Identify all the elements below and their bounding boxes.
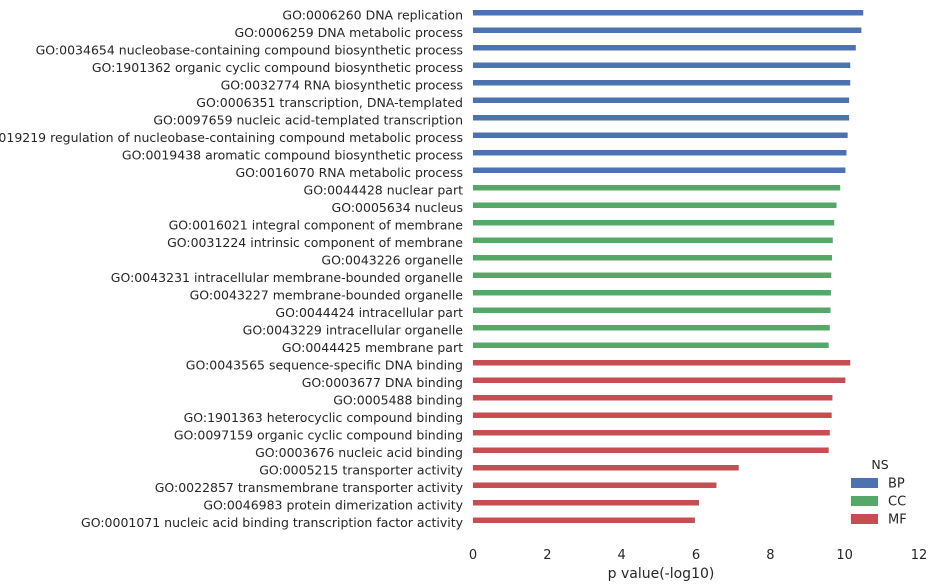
category-labels: GO:0006260 DNA replication GO:0006259 DNA… <box>0 8 464 531</box>
bar-mf-21 <box>473 377 846 383</box>
x-axis-ticks: 0 2 4 6 8 10 12 <box>469 548 927 563</box>
bar-mf-28 <box>473 500 699 506</box>
bar-mf-20 <box>473 360 851 366</box>
category-label: GO:0003676 nucleic acid binding <box>255 445 463 460</box>
category-label: GO:0019219 regulation of nucleobase-cont… <box>0 130 463 145</box>
category-label: GO:0046983 protein dimerization activity <box>203 498 463 513</box>
category-label: GO:0006259 DNA metabolic process <box>235 25 464 40</box>
category-label: GO:0006260 DNA replication <box>282 8 463 23</box>
category-label: GO:0044425 membrane part <box>282 340 463 355</box>
category-label: GO:0034654 nucleobase-containing compoun… <box>36 43 463 58</box>
bar-cc-18 <box>473 325 830 331</box>
x-tick-label: 0 <box>469 548 477 563</box>
bar-mf-23 <box>473 412 832 418</box>
legend-label-cc: CC <box>888 495 906 510</box>
bar-cc-11 <box>473 202 837 208</box>
category-label: GO:1901362 organic cyclic compound biosy… <box>92 60 463 75</box>
x-tick-label: 8 <box>766 548 774 563</box>
legend-swatch-bp <box>851 478 878 488</box>
category-label: GO:0044424 intracellular part <box>275 305 463 320</box>
category-label: GO:0043227 membrane-bounded organelle <box>190 288 464 303</box>
bar-cc-16 <box>473 290 831 296</box>
bar-mf-29 <box>473 517 695 523</box>
legend-label-bp: BP <box>888 477 905 492</box>
bar-cc-17 <box>473 307 831 313</box>
category-label: GO:0031224 intrinsic component of membra… <box>167 235 463 250</box>
bar-cc-19 <box>473 342 829 348</box>
category-label: GO:0005488 binding <box>333 393 463 408</box>
bar-bp-1 <box>473 27 862 33</box>
category-label: GO:0043231 intracellular membrane-bounde… <box>111 270 464 285</box>
bar-bp-8 <box>473 150 847 156</box>
bar-cc-13 <box>473 237 833 243</box>
category-label: GO:0044428 nuclear part <box>304 183 464 198</box>
bar-bp-6 <box>473 115 850 121</box>
bar-cc-15 <box>473 272 832 278</box>
x-axis-label: p value(-log10) <box>608 566 715 582</box>
category-label: GO:0022857 transmembrane transporter act… <box>155 480 464 495</box>
x-tick-label: 12 <box>911 548 928 563</box>
bar-cc-14 <box>473 255 833 261</box>
category-label: GO:0006351 transcription, DNA-templated <box>196 95 463 110</box>
category-label: GO:0097159 organic cyclic compound bindi… <box>174 428 463 443</box>
category-label: GO:0016021 integral component of membran… <box>169 218 464 233</box>
bar-bp-3 <box>473 62 851 68</box>
bar-mf-22 <box>473 395 833 401</box>
bar-bp-2 <box>473 45 856 51</box>
bar-bp-4 <box>473 80 851 86</box>
legend-title: NS <box>871 457 888 472</box>
category-label: GO:0032774 RNA biosynthetic process <box>221 78 463 93</box>
category-label: GO:0005215 transporter activity <box>259 463 463 478</box>
category-label: GO:0043565 sequence-specific DNA binding <box>186 358 463 373</box>
category-label: GO:0019438 aromatic compound biosyntheti… <box>122 148 463 163</box>
category-label: GO:0043226 organelle <box>321 253 463 268</box>
x-tick-label: 2 <box>543 548 551 563</box>
bar-bp-7 <box>473 132 848 138</box>
legend-swatch-cc <box>851 496 878 506</box>
bar-mf-24 <box>473 430 830 436</box>
bars-group <box>473 10 864 523</box>
x-tick-label: 4 <box>618 548 626 563</box>
bar-bp-0 <box>473 10 864 16</box>
category-label: GO:0016070 RNA metabolic process <box>235 165 463 180</box>
bar-mf-27 <box>473 482 717 488</box>
legend: NS BP CC MF <box>851 457 907 528</box>
bar-mf-26 <box>473 465 739 471</box>
bar-cc-10 <box>473 185 841 191</box>
category-label: GO:0003677 DNA binding <box>302 375 463 390</box>
bar-cc-12 <box>473 220 835 226</box>
bar-bp-5 <box>473 97 850 103</box>
legend-swatch-mf <box>851 514 878 524</box>
category-label: GO:0097659 nucleic acid-templated transc… <box>153 113 463 128</box>
category-label: GO:0001071 nucleic acid binding transcri… <box>81 515 464 530</box>
category-label: GO:0005634 nucleus <box>332 200 463 215</box>
bar-mf-25 <box>473 447 829 453</box>
x-tick-label: 6 <box>692 548 700 563</box>
category-label: GO:0043229 intracellular organelle <box>243 323 464 338</box>
legend-label-mf: MF <box>888 513 907 528</box>
bar-bp-9 <box>473 167 846 173</box>
category-label: GO:1901363 heterocyclic compound binding <box>184 410 463 425</box>
x-tick-label: 10 <box>836 548 853 563</box>
